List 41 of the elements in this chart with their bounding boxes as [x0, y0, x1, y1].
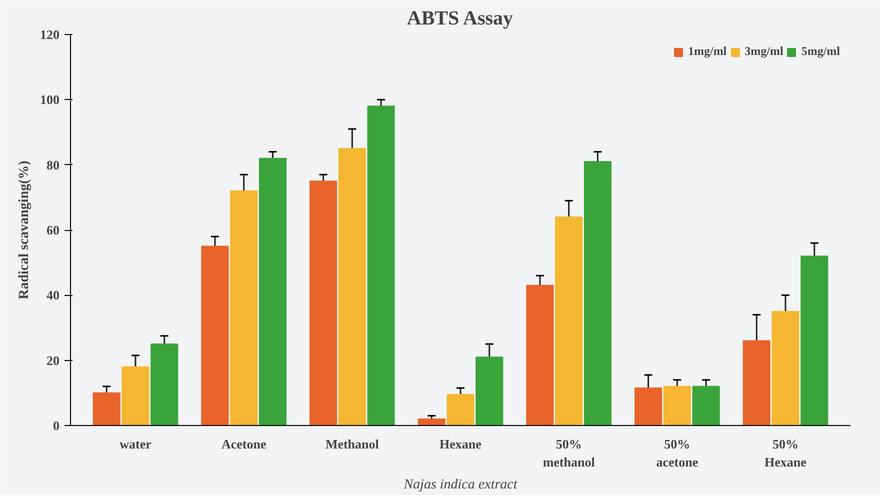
legend-label: 1mg/ml: [688, 44, 727, 59]
y-tick-label: 100: [40, 92, 60, 108]
x-axis-title: Najas indica extract: [402, 478, 518, 492]
bar: [122, 366, 150, 426]
bar: [258, 158, 287, 426]
y-tick-label: 120: [40, 27, 60, 42]
bar: [772, 310, 800, 426]
y-tick-label: 0: [53, 418, 60, 433]
bar: [367, 106, 395, 426]
legend-label: 5mg/ml: [801, 44, 840, 59]
bar: [338, 148, 366, 426]
x-tick-label: 50% Hexane: [764, 436, 807, 470]
bar: [150, 344, 178, 426]
y-tick-label: 80: [46, 157, 60, 172]
chart-title: ABTS Assay: [406, 8, 514, 30]
y-tick-label: 20: [46, 352, 60, 368]
bar: [800, 256, 828, 426]
x-tick-label: 50% acetone: [656, 436, 698, 470]
bar: [634, 388, 662, 426]
bar: [446, 394, 474, 426]
legend-label: 3mg/ml: [744, 44, 784, 59]
bar: [584, 161, 612, 426]
x-tick-label: Hexane: [440, 436, 482, 452]
x-tick-label: 50% methanol: [542, 436, 596, 470]
x-tick-label: water: [120, 436, 152, 452]
bar: [692, 386, 720, 426]
bar: [742, 340, 770, 426]
bar: [201, 246, 229, 426]
bar: [230, 190, 258, 426]
bar: [663, 386, 691, 426]
y-axis-title: Radical scavanging(%): [17, 160, 32, 300]
bar: [92, 392, 120, 426]
bar: [476, 356, 504, 426]
y-tick-label: 60: [46, 222, 60, 238]
x-tick-label: Acetone: [221, 436, 266, 452]
x-tick-label: Methanol: [325, 436, 380, 452]
bar: [555, 216, 583, 426]
bar: [309, 180, 338, 426]
bar: [526, 284, 554, 426]
bar: [418, 418, 446, 426]
y-tick-label: 40: [46, 288, 60, 303]
